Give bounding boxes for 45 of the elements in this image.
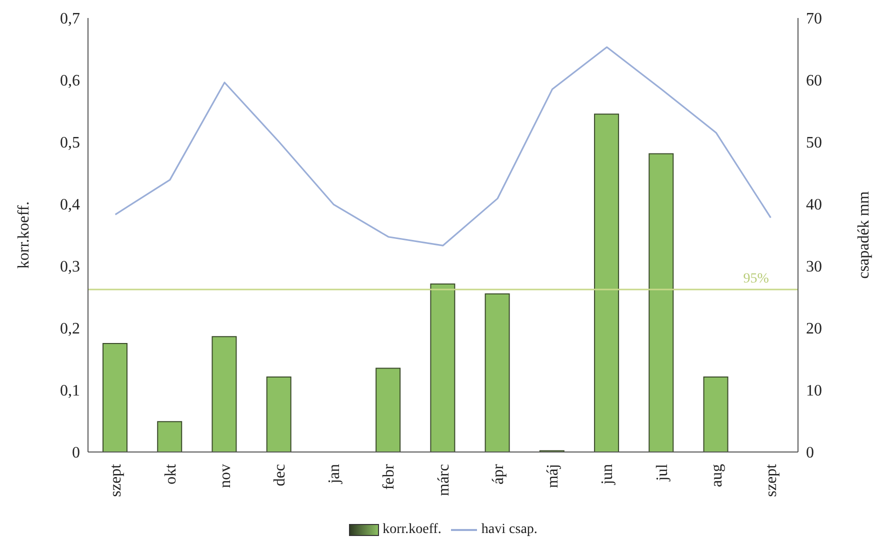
- line-series: [114, 46, 772, 246]
- y-tick-label: 0,1: [60, 382, 80, 400]
- bar: [157, 421, 182, 452]
- y-tick-label: 0,2: [60, 320, 80, 338]
- y2-tick-label: 30: [806, 258, 822, 276]
- x-tick-label: jul: [654, 463, 671, 482]
- legend-label: korr.koeff.: [382, 522, 442, 538]
- x-tick-label: aug: [708, 464, 726, 488]
- x-tick-label: okt: [162, 463, 180, 484]
- y2-tick-label: 40: [806, 196, 822, 214]
- x-tick-label: jun: [599, 464, 616, 486]
- y2-tick-label: 50: [806, 134, 822, 152]
- x-tick-label: márc: [435, 464, 452, 496]
- bar: [376, 368, 401, 452]
- y-tick-label: 0,7: [60, 10, 80, 28]
- bar: [266, 376, 292, 452]
- bar: [484, 293, 510, 452]
- y2-tick-label: 10: [806, 382, 822, 400]
- x-tick-label: nov: [216, 464, 234, 488]
- y2-tick-label: 70: [806, 10, 822, 28]
- x-tick-label: szept: [108, 463, 125, 497]
- y-tick-label: 0: [72, 444, 80, 462]
- x-tick-label: ápr: [490, 463, 507, 484]
- legend-label: havi csap.: [481, 522, 538, 538]
- bar: [102, 343, 128, 452]
- y-tick-label: 0,4: [60, 196, 80, 214]
- y2-tick-label: 60: [806, 72, 822, 90]
- y2-axis-title: csapadék mm: [856, 190, 873, 279]
- x-tick-label: dec: [272, 464, 289, 486]
- bar: [594, 114, 620, 452]
- x-tick-label: febr: [380, 463, 398, 490]
- y-axis-title: korr.koeff.: [16, 201, 33, 269]
- y-tick-label: 0,3: [60, 258, 80, 276]
- y2-tick-label: 0: [806, 444, 814, 462]
- annotation: 95%: [743, 272, 770, 287]
- x-tick-label: szept: [763, 463, 780, 497]
- x-tick-label: jan: [326, 464, 344, 485]
- bar: [430, 283, 456, 452]
- bar: [703, 376, 728, 452]
- y-tick-label: 0,6: [60, 72, 80, 90]
- y-tick-label: 0,5: [60, 134, 80, 152]
- y2-tick-label: 20: [806, 320, 822, 338]
- x-tick-label: máj: [544, 464, 562, 488]
- bar: [648, 153, 674, 452]
- bar: [212, 336, 237, 452]
